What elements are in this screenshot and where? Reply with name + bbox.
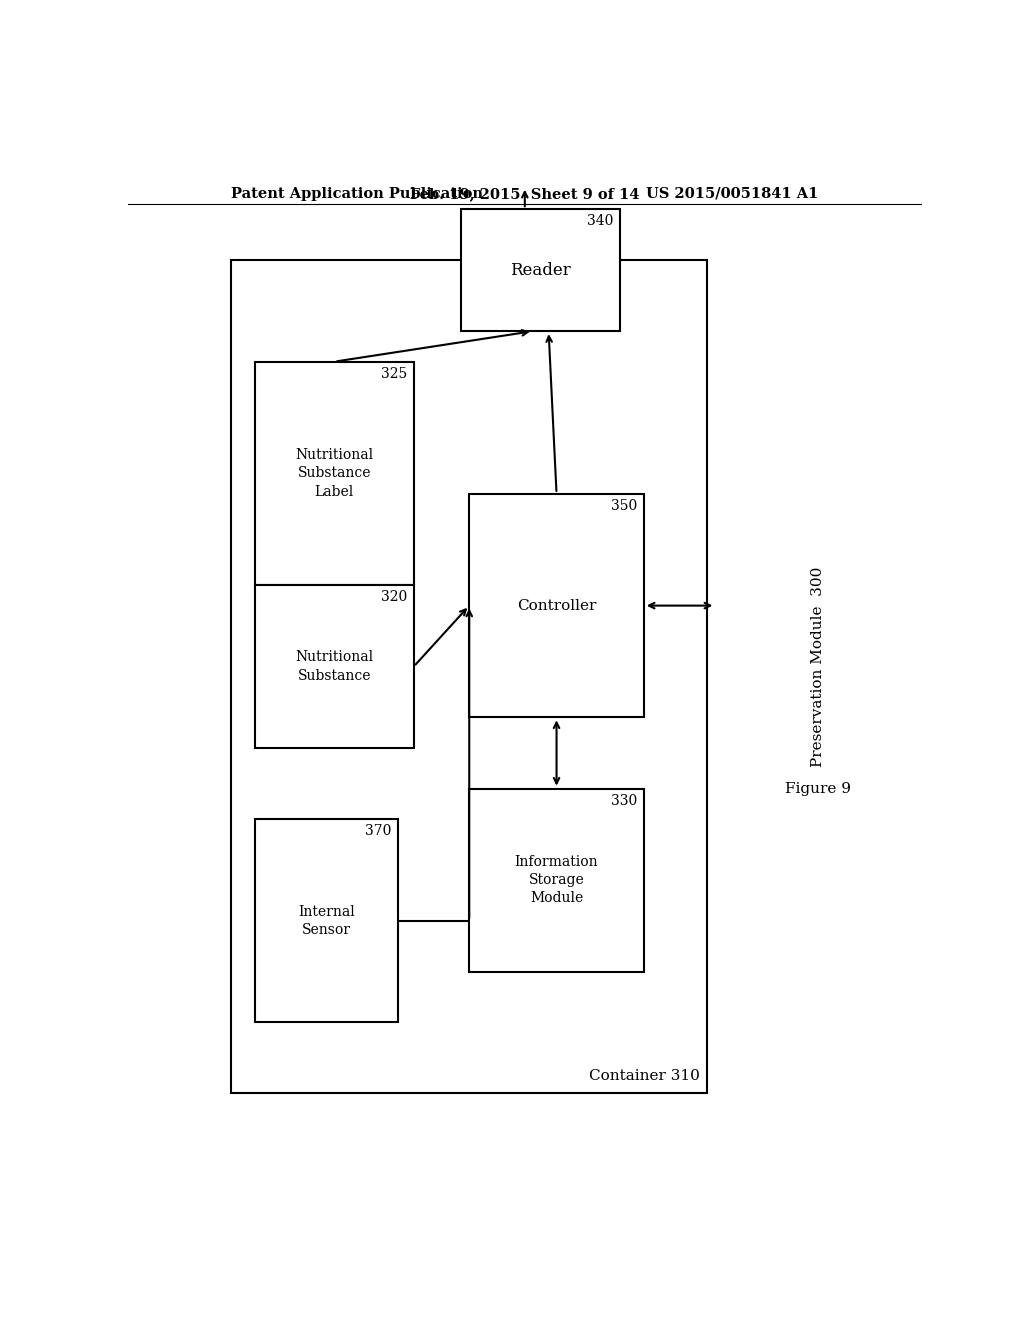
Bar xyxy=(255,585,414,748)
Text: Nutritional
Substance: Nutritional Substance xyxy=(295,651,374,682)
Text: Figure 9: Figure 9 xyxy=(785,781,851,796)
Text: Internal
Sensor: Internal Sensor xyxy=(298,904,354,937)
Bar xyxy=(231,260,708,1093)
Bar xyxy=(255,362,414,585)
Text: 325: 325 xyxy=(381,367,408,380)
Text: Patent Application Publication: Patent Application Publication xyxy=(231,187,483,201)
Text: Information
Storage
Module: Information Storage Module xyxy=(515,854,598,906)
Text: US 2015/0051841 A1: US 2015/0051841 A1 xyxy=(646,187,818,201)
Text: Reader: Reader xyxy=(510,261,571,279)
Text: Preservation Module  300: Preservation Module 300 xyxy=(811,566,825,767)
Bar xyxy=(469,494,644,718)
Text: 350: 350 xyxy=(611,499,638,513)
Text: Nutritional
Substance
Label: Nutritional Substance Label xyxy=(295,447,374,499)
Text: Container 310: Container 310 xyxy=(589,1069,699,1084)
Text: Controller: Controller xyxy=(517,598,596,612)
Text: 370: 370 xyxy=(366,824,391,838)
Bar xyxy=(469,788,644,972)
Text: 340: 340 xyxy=(588,214,613,228)
Text: 320: 320 xyxy=(381,590,408,605)
Bar xyxy=(461,209,621,331)
Text: Feb. 19, 2015  Sheet 9 of 14: Feb. 19, 2015 Sheet 9 of 14 xyxy=(410,187,640,201)
Bar xyxy=(255,818,397,1022)
Text: 330: 330 xyxy=(611,793,638,808)
